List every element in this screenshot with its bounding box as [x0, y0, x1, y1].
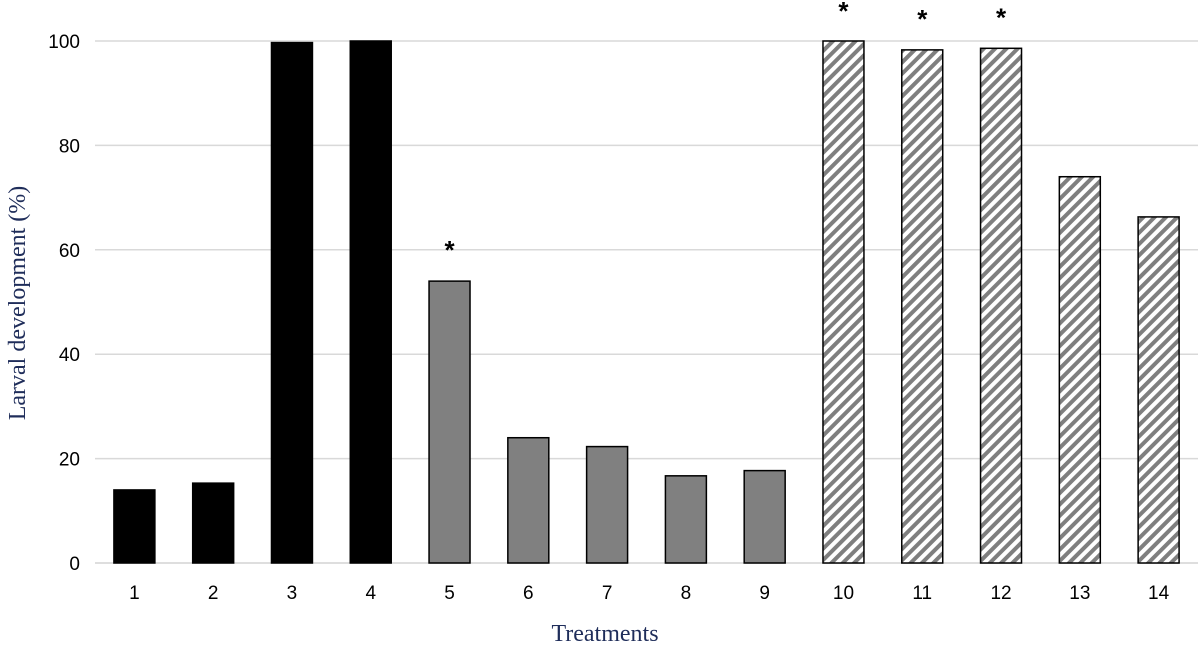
bar-treatment-1	[113, 489, 156, 564]
x-tick-label: 13	[1069, 583, 1090, 604]
x-tick-label: 1	[129, 583, 140, 604]
x-tick-label: 5	[444, 583, 455, 604]
bar-treatment-7	[585, 445, 629, 564]
bar-treatment-11	[901, 49, 944, 564]
x-tick-label: 8	[681, 583, 692, 604]
bar-treatment-2	[191, 482, 235, 564]
bar-treatment-14	[1137, 216, 1180, 564]
bars	[113, 40, 1180, 564]
x-tick-label: 2	[208, 583, 219, 604]
x-axis-tick-labels: 1 2 3 4 5 6 7 8 9 10 11 12 13 14	[129, 583, 1170, 604]
x-axis-title: Treatments	[551, 621, 658, 646]
y-tick-label: 80	[59, 136, 80, 157]
x-tick-label: 4	[365, 583, 376, 604]
x-tick-label: 12	[990, 583, 1011, 604]
x-tick-label: 10	[833, 583, 854, 604]
y-axis-tick-labels: 0 20 40 60 80 100	[48, 32, 80, 575]
gridlines	[95, 40, 1198, 564]
significance-markers: * * * *	[444, 0, 1007, 265]
bar-treatment-8	[664, 475, 708, 564]
significance-marker: *	[838, 0, 849, 26]
y-tick-label: 100	[48, 32, 80, 53]
bar-treatment-12	[979, 47, 1023, 564]
y-axis-title: Larval development (%)	[5, 186, 31, 421]
x-tick-label: 11	[912, 583, 932, 604]
bar-treatment-9	[743, 469, 786, 564]
bar-treatment-10	[822, 40, 865, 564]
y-tick-label: 60	[59, 241, 80, 262]
y-tick-label: 20	[59, 450, 80, 471]
x-tick-label: 7	[602, 583, 613, 604]
significance-marker: *	[917, 4, 928, 34]
bar-treatment-4	[349, 40, 392, 564]
significance-marker: *	[444, 235, 455, 265]
y-tick-label: 0	[69, 554, 80, 575]
x-tick-label: 6	[523, 583, 534, 604]
x-tick-label: 14	[1148, 583, 1170, 604]
significance-marker: *	[996, 2, 1007, 32]
bar-treatment-6	[507, 436, 550, 564]
bar-treatment-3	[270, 41, 314, 564]
bar-treatment-5	[428, 280, 471, 564]
bar-treatment-13	[1058, 175, 1102, 564]
x-tick-label: 9	[759, 583, 770, 604]
y-tick-label: 40	[59, 345, 80, 366]
x-tick-label: 3	[287, 583, 298, 604]
